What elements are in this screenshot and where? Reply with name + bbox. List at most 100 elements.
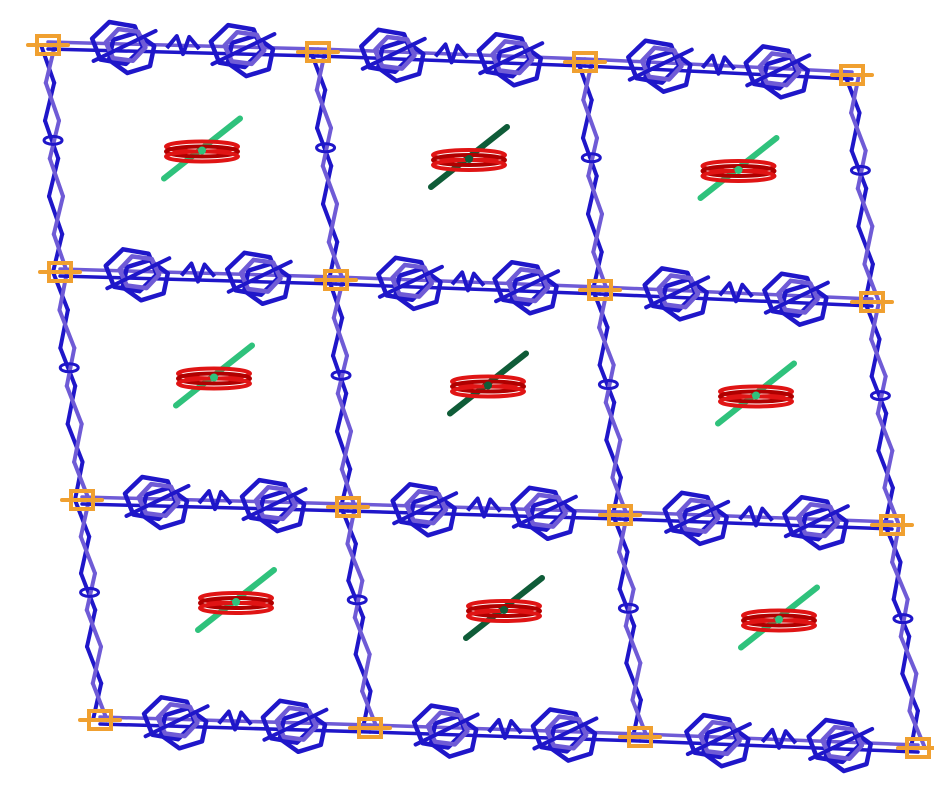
framework-strut-bond	[320, 126, 333, 168]
framework-strut-bond	[617, 513, 629, 554]
linker-connector	[197, 489, 233, 512]
strut-knot	[869, 390, 891, 402]
guest-rod-center	[734, 166, 743, 174]
linker-ring	[490, 39, 535, 76]
linker-ring	[527, 496, 577, 542]
guest-rod-center	[465, 155, 473, 163]
framework-strut-bond	[907, 671, 919, 713]
framework-strut-bond	[856, 186, 869, 229]
framework-strut-bond	[72, 422, 84, 464]
linker-ring	[799, 505, 849, 551]
framework-strut-bond	[91, 681, 104, 722]
linker-ring	[530, 707, 587, 754]
linker-connector	[466, 496, 502, 519]
linker-ring	[743, 44, 799, 91]
framework-strut-bond	[327, 240, 340, 282]
framework-strut-bond	[586, 136, 599, 178]
framework-strut-bond	[58, 346, 78, 388]
framework-strut-bond	[353, 652, 373, 694]
linker-ring	[506, 267, 551, 304]
linker-ring	[642, 266, 698, 313]
framework-strut-bond	[882, 485, 901, 527]
guest-rod-center	[198, 146, 206, 155]
linker-ring	[775, 278, 820, 315]
framework-strut-bond	[849, 148, 869, 191]
linker-ring	[155, 702, 200, 739]
framework-strut-bond	[85, 608, 98, 649]
framework-strut-bond	[346, 541, 358, 583]
framework-strut-bond	[331, 278, 345, 320]
framework-strut-bond	[586, 212, 604, 254]
framework-strut-bond	[58, 308, 70, 350]
linker-ring	[407, 492, 457, 538]
framework-strut-bond	[597, 325, 610, 367]
metal-nodes	[26, 34, 934, 759]
strut-knot	[892, 613, 914, 625]
framework-strut-bond	[900, 634, 912, 676]
framework-strut-bond	[326, 202, 339, 244]
framework-strut-bond	[47, 156, 65, 199]
framework-strut-bond	[339, 467, 353, 509]
framework-strut-bond	[581, 60, 594, 102]
linker-bond	[226, 259, 293, 294]
framework-strut-bond	[90, 644, 103, 686]
framework-strut-bond	[597, 325, 616, 367]
linker-ring	[253, 484, 298, 522]
framework-strut-bond	[335, 353, 349, 396]
linker-ring	[372, 34, 417, 71]
linker-ring	[656, 273, 701, 310]
strut-knot	[346, 594, 368, 606]
framework-strut-bond	[84, 571, 97, 612]
linker-ring	[757, 51, 802, 88]
framework-strut-bond	[909, 708, 920, 750]
guest-rod-center	[484, 381, 492, 390]
framework-strut-bond	[331, 315, 349, 358]
framework-strut-bond	[898, 634, 919, 676]
strut-knot	[42, 134, 64, 146]
framework-strut-bond	[617, 550, 636, 591]
linker-ring	[89, 19, 146, 67]
framework-strut-bond	[624, 661, 643, 702]
linker-ring	[404, 489, 449, 526]
framework-strut-bond	[581, 136, 599, 178]
linker-bond	[627, 47, 694, 82]
framework-strut-bond	[79, 571, 98, 612]
framework-strut-bond	[51, 232, 69, 274]
guest-rod-center	[210, 373, 218, 382]
framework-struts	[39, 43, 927, 750]
framework-strut-bond	[360, 652, 372, 694]
framework-strut-bond	[47, 118, 61, 161]
linker-bond	[210, 32, 277, 67]
linker-bond	[644, 275, 711, 310]
framework-strut-bond	[869, 300, 881, 342]
linker-connector	[487, 717, 523, 740]
linker-ring	[820, 724, 865, 762]
linker-ring	[510, 485, 566, 532]
strut-knot	[79, 586, 101, 598]
linker-connector	[700, 53, 737, 76]
linker-ring	[701, 723, 751, 769]
linker-bond	[377, 264, 444, 299]
linker-ring	[823, 728, 873, 774]
linker-ring	[642, 49, 693, 94]
linker-ring	[547, 718, 598, 763]
linker-connector	[217, 709, 253, 732]
framework-strut-bond	[64, 384, 84, 426]
framework-strut-bond	[630, 698, 649, 739]
framework-strut-bond	[345, 505, 357, 546]
framework-strut-bond	[353, 615, 366, 657]
framework-strut-bond	[586, 174, 599, 216]
framework-strut-bond	[610, 438, 623, 480]
framework-strut-bond	[51, 270, 70, 312]
framework-strut-bond	[335, 391, 353, 434]
framework-strut-bond	[57, 308, 77, 350]
linker-ring	[241, 261, 292, 307]
framework-strut-bond	[591, 212, 604, 254]
framework-strut-bond	[862, 262, 881, 304]
linker-bond	[745, 53, 812, 88]
framework-strut-bond	[360, 689, 379, 730]
linker-bond	[783, 504, 850, 539]
framework-strut-bond	[603, 400, 623, 442]
framework-strut-bond	[79, 534, 92, 576]
linker-bond	[808, 726, 875, 761]
